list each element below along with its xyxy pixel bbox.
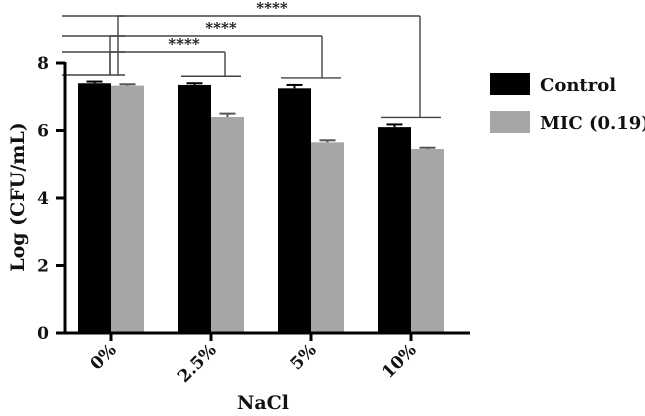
significance-label: **** — [168, 35, 200, 53]
bar-mic-1 — [211, 117, 244, 333]
legend-label-mic: MIC (0.19) — [540, 113, 645, 134]
y-tick-label: 4 — [37, 189, 49, 209]
significance-label: **** — [256, 0, 288, 17]
bar-mic-0 — [111, 85, 144, 333]
error-bars-group — [86, 80, 436, 150]
x-axis-title: NaCl — [237, 392, 289, 414]
bar-control-3 — [378, 127, 411, 333]
legend: Control MIC (0.19) — [490, 73, 645, 134]
x-tick-label: 10% — [378, 340, 420, 382]
x-tick-label: 0% — [87, 340, 121, 374]
y-tick-label: 2 — [37, 257, 49, 277]
y-axis-title: Log (CFU/mL) — [7, 122, 29, 272]
bar-mic-2 — [311, 142, 344, 333]
legend-swatch-mic — [490, 111, 530, 133]
x-tick-label: 2.5% — [174, 340, 220, 386]
x-ticks-group: 0% 2.5% 5% 10% — [87, 333, 421, 387]
significance-label: **** — [205, 19, 237, 37]
bar-control-0 — [78, 83, 111, 333]
legend-label-control: Control — [540, 75, 616, 96]
significance-brackets: **** **** **** — [62, 0, 441, 119]
bar-control-2 — [278, 88, 311, 333]
y-ticks-group: 0 2 4 6 8 — [37, 54, 65, 344]
bar-mic-3 — [411, 149, 444, 333]
y-tick-label: 0 — [37, 324, 49, 344]
bars-group — [78, 83, 444, 333]
y-tick-label: 6 — [37, 122, 49, 142]
legend-swatch-control — [490, 73, 530, 95]
y-tick-label: 8 — [37, 54, 49, 74]
x-tick-label: 5% — [287, 340, 321, 374]
bar-control-1 — [178, 84, 211, 333]
